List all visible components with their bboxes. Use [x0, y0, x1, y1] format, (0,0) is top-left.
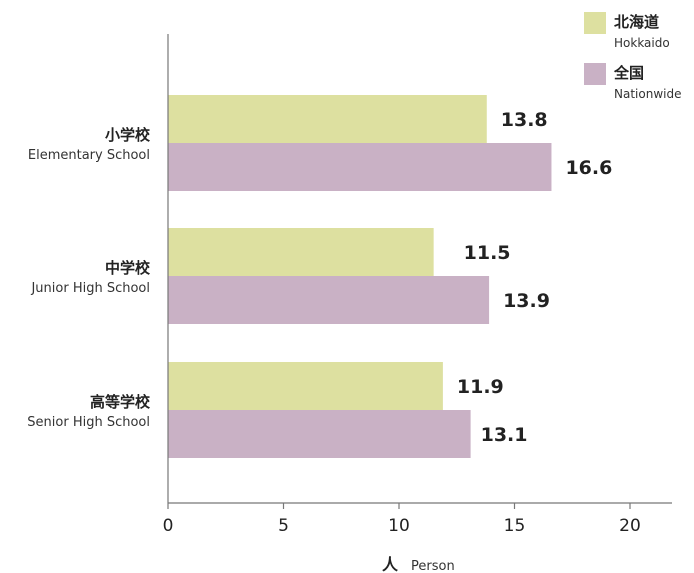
x-tick-label-0: 0 — [163, 516, 174, 536]
x-tick-label-15: 15 — [504, 516, 526, 536]
legend-label-en-nationwide: Nationwide — [614, 87, 681, 101]
legend-swatch-hokkaido — [584, 12, 606, 34]
x-axis-title-jp: 人 — [382, 555, 399, 573]
category-label-jp-1: 中学校 — [105, 259, 151, 277]
value-label-hokkaido-0: 13.8 — [501, 109, 548, 131]
legend-label-en-hokkaido: Hokkaido — [614, 36, 670, 50]
value-label-nationwide-1: 13.9 — [503, 290, 550, 312]
legend-label-jp-nationwide: 全国 — [613, 64, 644, 82]
category-labels: 小学校 Elementary School 中学校 Junior High Schoo… — [27, 126, 151, 430]
x-tick-label-10: 10 — [388, 516, 410, 536]
x-axis-title: 人 Person — [382, 555, 455, 573]
bar-nationwide-2 — [168, 410, 471, 458]
value-label-hokkaido-2: 11.9 — [457, 376, 504, 398]
category-label-en-2: Senior High School — [27, 415, 150, 430]
value-label-nationwide-2: 13.1 — [481, 424, 528, 446]
bar-hokkaido-1 — [168, 228, 434, 276]
legend: 北海道 Hokkaido 全国 Nationwide — [584, 12, 681, 101]
bar-nationwide-0 — [168, 143, 552, 191]
x-tick-label-20: 20 — [619, 516, 641, 536]
value-label-nationwide-0: 16.6 — [565, 157, 612, 179]
legend-swatch-nationwide — [584, 63, 606, 85]
bar-hokkaido-0 — [168, 95, 487, 143]
bars — [168, 95, 552, 458]
bar-hokkaido-2 — [168, 362, 443, 410]
x-tick-label-5: 5 — [278, 516, 289, 536]
bar-nationwide-1 — [168, 276, 490, 324]
legend-label-jp-hokkaido: 北海道 — [614, 13, 659, 31]
value-label-hokkaido-1: 11.5 — [464, 242, 511, 264]
axes — [167, 34, 672, 504]
x-axis-title-en: Person — [411, 559, 455, 573]
category-label-jp-0: 小学校 — [105, 126, 151, 144]
category-label-jp-2: 高等学校 — [90, 393, 151, 411]
category-label-en-1: Junior High School — [30, 281, 150, 296]
category-label-en-0: Elementary School — [28, 148, 150, 163]
x-ticks: 0 5 10 15 20 — [163, 503, 641, 536]
value-labels: 13.8 16.6 11.5 13.9 11.9 13.1 — [457, 109, 612, 446]
